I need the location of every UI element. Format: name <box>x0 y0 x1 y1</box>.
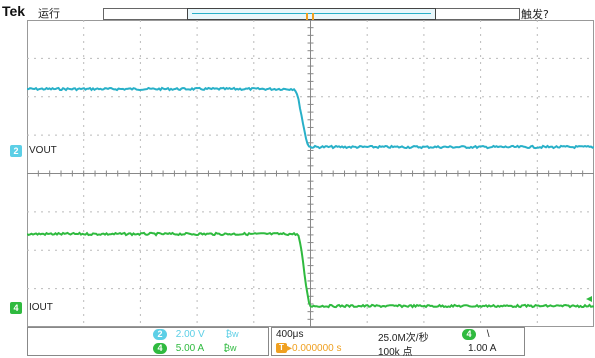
time-per-div: 400μs <box>276 329 304 340</box>
trigger-offset-icon: T <box>276 343 287 354</box>
trigger-source-chip: 4 <box>462 329 476 340</box>
ch4-scale-row[interactable]: 4 5.00 A ₿w <box>153 343 237 354</box>
ch2-scale-chip: 2 <box>153 329 167 340</box>
ch2-marker[interactable]: 2 <box>10 145 22 157</box>
ch2-scale-value: 2.00 V <box>175 329 205 341</box>
ch4-marker[interactable]: 4 <box>10 302 22 314</box>
waveform-graticule <box>27 20 594 327</box>
trigger-level-marker <box>586 296 592 302</box>
run-status: 运行 <box>38 7 60 20</box>
ch4-scale-value: 5.00 A <box>175 343 204 355</box>
channel-scale-readout[interactable]: 2 2.00 V ₿w 4 5.00 A ₿w <box>27 327 269 356</box>
ch2-vout-trace <box>27 86 594 150</box>
timebase-readout[interactable]: 400μs T ▸0.000000 s 25.0M次/秒 100k 点 4 \ 1… <box>271 327 525 358</box>
ch4-scale-chip: 4 <box>153 343 167 354</box>
ch4-iout-trace <box>27 231 594 309</box>
graticule-svg <box>27 20 594 327</box>
trigger-offset: T ▸0.000000 s <box>276 343 342 354</box>
ch4-label: IOUT <box>29 302 53 313</box>
sample-rate: 25.0M次/秒 <box>378 333 429 344</box>
ch4-bandwidth-icon: ₿w <box>223 343 237 354</box>
trigger-status: 触发? <box>521 8 549 21</box>
trigger-source: 4 \ <box>462 329 490 340</box>
record-length: 100k 点 <box>378 347 413 358</box>
trigger-level: 1.00 A <box>468 343 497 354</box>
ch2-scale-row[interactable]: 2 2.00 V ₿w <box>153 329 239 340</box>
ch2-bandwidth-icon: ₿w <box>225 329 239 340</box>
grid-ticks <box>37 27 584 320</box>
trigger-level-arrow <box>586 296 592 302</box>
record-length-bar <box>103 8 520 20</box>
ch2-label: VOUT <box>29 145 57 156</box>
falling-edge-icon: \ <box>486 329 490 341</box>
record-view-window[interactable] <box>187 8 436 20</box>
brand-logo: Tek <box>2 3 26 19</box>
